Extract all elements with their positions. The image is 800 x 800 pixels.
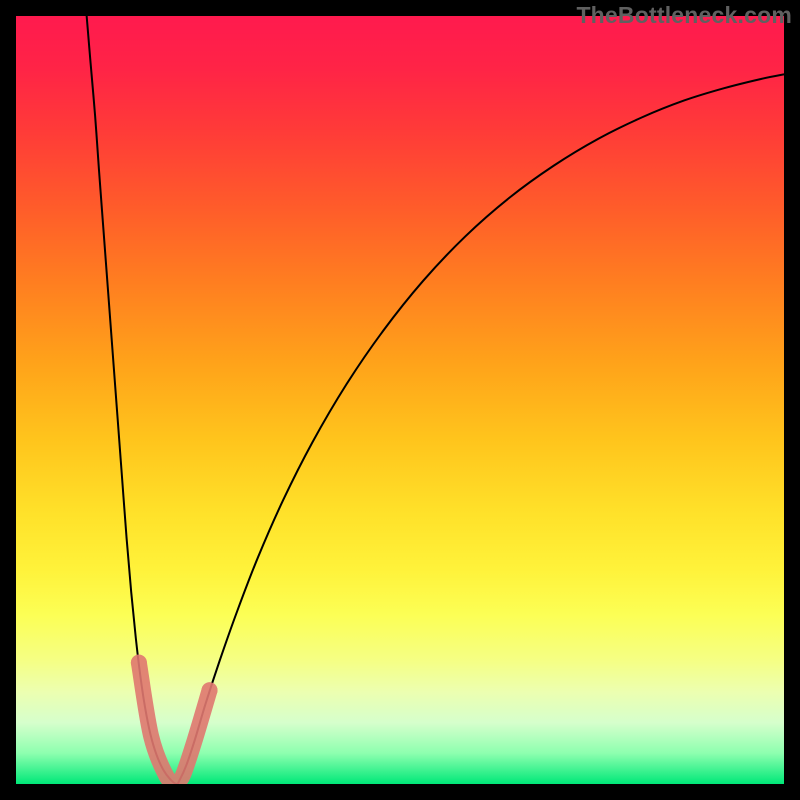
bottleneck-chart-svg bbox=[16, 16, 784, 784]
marker-cap-right bbox=[202, 682, 218, 698]
gradient-background bbox=[16, 16, 784, 784]
chart-frame: TheBottleneck.com bbox=[0, 0, 800, 800]
plot-area bbox=[16, 16, 784, 784]
watermark-label: TheBottleneck.com bbox=[576, 2, 792, 29]
marker-cap-left bbox=[131, 655, 147, 671]
